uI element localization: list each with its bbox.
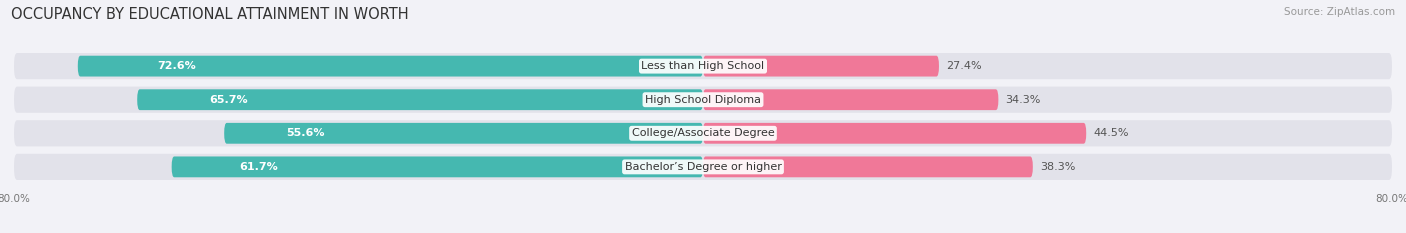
FancyBboxPatch shape (77, 56, 703, 76)
Text: Less than High School: Less than High School (641, 61, 765, 71)
FancyBboxPatch shape (172, 157, 703, 177)
FancyBboxPatch shape (224, 123, 703, 144)
Text: 72.6%: 72.6% (157, 61, 195, 71)
FancyBboxPatch shape (138, 89, 703, 110)
Text: 44.5%: 44.5% (1092, 128, 1129, 138)
FancyBboxPatch shape (703, 56, 939, 76)
FancyBboxPatch shape (14, 53, 1392, 79)
FancyBboxPatch shape (703, 157, 1033, 177)
Text: Bachelor’s Degree or higher: Bachelor’s Degree or higher (624, 162, 782, 172)
Text: 27.4%: 27.4% (946, 61, 981, 71)
Text: High School Diploma: High School Diploma (645, 95, 761, 105)
Text: 61.7%: 61.7% (239, 162, 278, 172)
Text: College/Associate Degree: College/Associate Degree (631, 128, 775, 138)
Text: 34.3%: 34.3% (1005, 95, 1040, 105)
Text: 65.7%: 65.7% (209, 95, 247, 105)
FancyBboxPatch shape (703, 89, 998, 110)
Text: 38.3%: 38.3% (1039, 162, 1076, 172)
FancyBboxPatch shape (14, 154, 1392, 180)
FancyBboxPatch shape (703, 123, 1087, 144)
Text: OCCUPANCY BY EDUCATIONAL ATTAINMENT IN WORTH: OCCUPANCY BY EDUCATIONAL ATTAINMENT IN W… (11, 7, 409, 22)
Text: 55.6%: 55.6% (285, 128, 325, 138)
Text: Source: ZipAtlas.com: Source: ZipAtlas.com (1284, 7, 1395, 17)
FancyBboxPatch shape (14, 87, 1392, 113)
FancyBboxPatch shape (14, 120, 1392, 146)
